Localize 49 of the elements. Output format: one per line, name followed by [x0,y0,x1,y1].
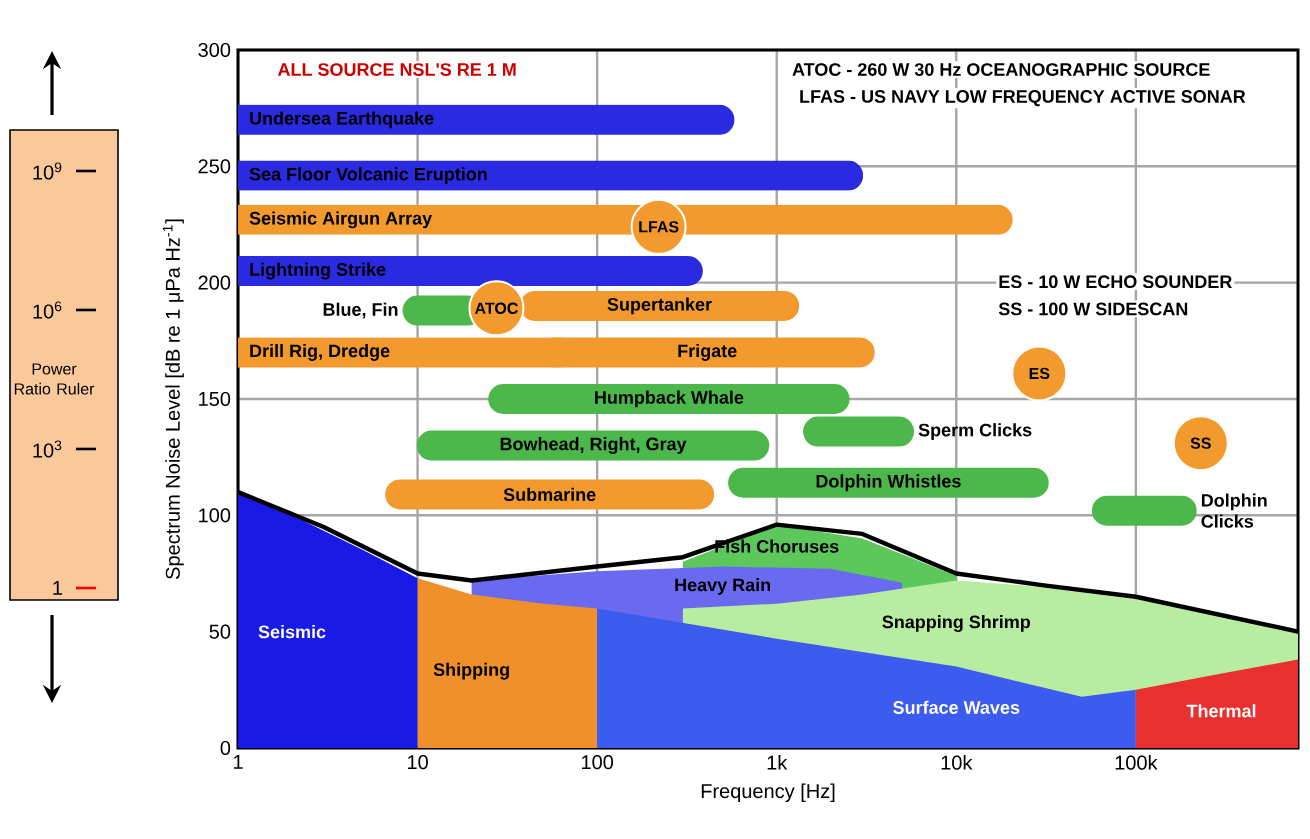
annotation: ES - 10 W ECHO SOUNDER [999,275,1232,289]
series-label: Drill Rig, Dredge [250,344,390,361]
series-label: Sperm Clicks [918,423,1032,440]
annotation: SS - 100 W SIDESCAN [998,302,1188,316]
series-label: Surface Waves [893,700,1020,714]
text: 1 [53,581,62,595]
series-label: Seismic Airgun Array [249,211,433,229]
series-label: Supertanker [607,297,712,315]
annotation: LFAS - US NAVY LOW FREQUENCY ACTIVE SONAR [800,90,1246,107]
series-label: Humpback Whale [595,390,744,408]
text: Power Ratio Ruler [14,363,95,395]
series-label: Sea Floor Volcanic Eruption [249,167,487,185]
series-label: Thermal [1186,704,1256,718]
series-label: Blue, Fin [323,302,398,319]
y-axis-title: Spectrum Noise Level [dB re 1 μPa Hz$^{-1}$] [162,219,184,579]
text: 10$^{9}$ [33,162,62,180]
x-tick-label: 100 [582,755,614,770]
series-label: ES [1029,367,1050,380]
series-label: Dolphin Whistles [816,474,961,492]
y-tick-label: 250 [198,159,231,174]
series-label: Undersea Earthquake [250,111,434,129]
x-tick-label: 1k [767,755,788,770]
annotation: ALL SOURCE NSL'S RE 1 M [277,63,516,76]
series-label: SS [1190,437,1211,449]
text: 10$^{3}$ [33,440,62,458]
series-label: Submarine [503,487,596,501]
y-tick-label: 300 [198,42,231,58]
y-tick-label: 200 [198,275,231,290]
series-label: Lightning Strike [250,262,386,280]
series-label: Frigate [678,344,737,361]
x-tick-label: 100k [1115,755,1158,770]
x-tick-label: 10k [941,755,973,770]
series-label: LFAS [639,221,679,233]
series-label: Snapping Shrimp [882,615,1031,632]
y-tick-label: 50 [209,624,231,639]
series-label: Heavy Rain [675,578,771,595]
y-tick-label: 100 [199,508,231,523]
series-label: Dolphin Clicks [1201,493,1267,528]
series-label: ATOC [474,302,518,314]
x-tick-label: 10 [407,755,428,770]
text: 10$^{6}$ [33,301,62,319]
x-tick-label: 1 [233,755,243,769]
y-tick-label: 150 [199,391,231,407]
series-label: Bowhead, Right, Gray [500,437,687,454]
annotation: ATOC - 260 W 30 Hz OCEANOGRAPHIC SOURCE [792,63,1210,76]
series-label: Shipping [433,662,509,680]
y-tick-label: 0 [220,740,231,756]
series-label: Seismic [258,625,326,639]
x-axis-title: Frequency [Hz] [701,783,835,803]
